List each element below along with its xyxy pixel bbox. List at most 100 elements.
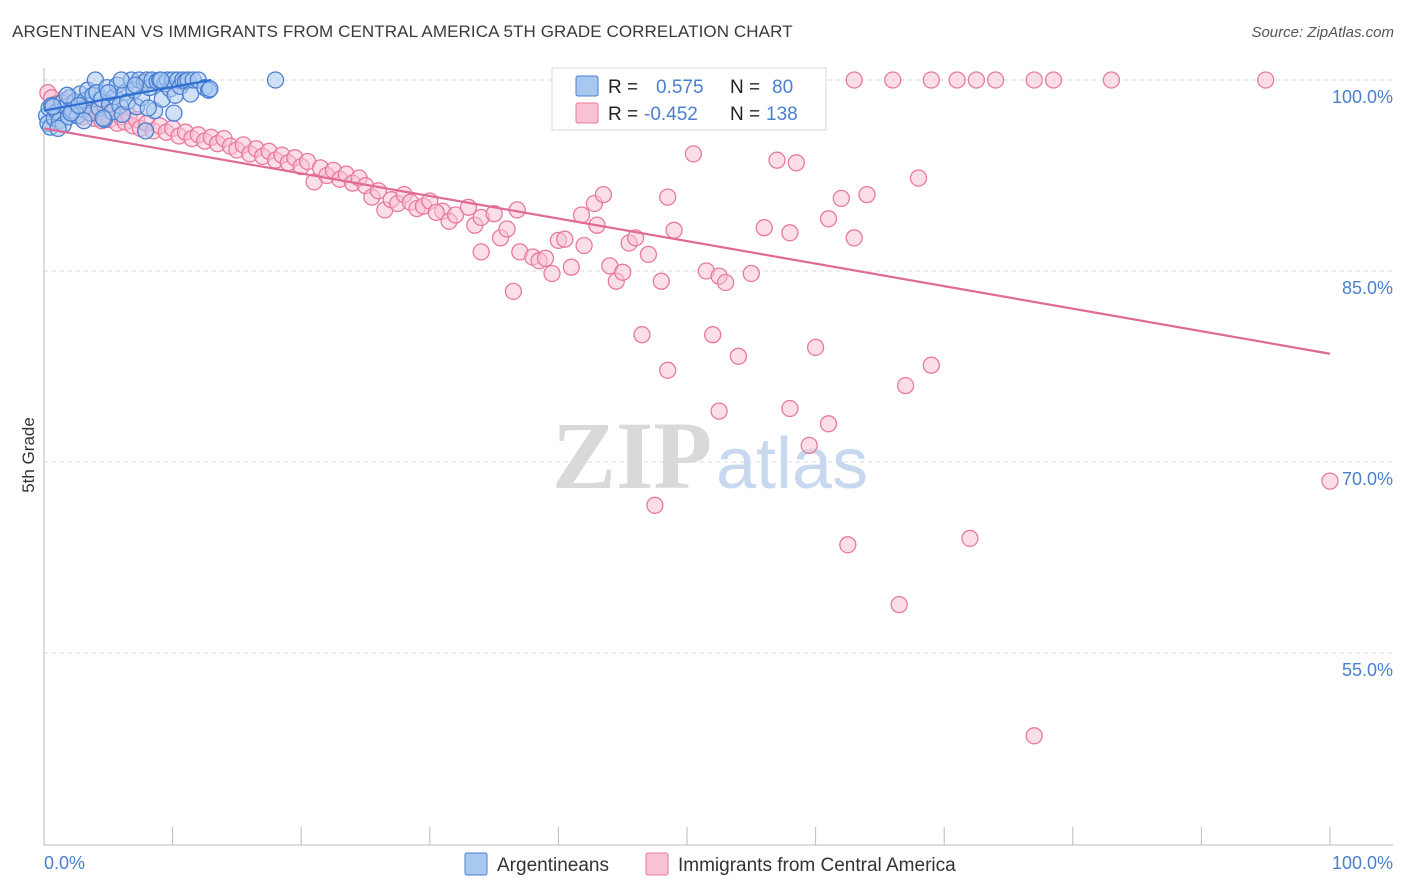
immigrants-point-107 <box>781 224 799 242</box>
immigrants-point-133 <box>884 71 902 89</box>
argentineans-point-72 <box>126 76 144 94</box>
argentineans-point-73 <box>139 99 157 117</box>
gridlines <box>44 79 1393 654</box>
immigrants-point-94 <box>614 263 632 281</box>
immigrants-point-105 <box>768 151 786 169</box>
immigrants-point-97 <box>652 272 670 290</box>
chart-title: ARGENTINEAN VS IMMIGRANTS FROM CENTRAL A… <box>12 22 793 41</box>
immigrants-point-145 <box>556 230 574 248</box>
y-tick-label-3: 55.0% <box>1342 660 1393 680</box>
immigrants-point-96 <box>639 245 658 264</box>
legend-r-value-immigrants: -0.452 <box>644 104 698 125</box>
y-tick-label-0: 100.0% <box>1332 87 1393 107</box>
immigrants-point-103 <box>716 273 735 292</box>
immigrants-point-144 <box>858 185 876 204</box>
immigrants-point-139 <box>1044 71 1063 89</box>
x-tick-label-min: 0.0% <box>44 853 85 873</box>
immigrants-point-110 <box>845 229 863 247</box>
immigrants-point-122 <box>819 415 838 433</box>
immigrants-point-98 <box>659 188 677 206</box>
immigrants-point-121 <box>781 399 799 418</box>
immigrants-point-119 <box>659 361 677 379</box>
y-tick-label-2: 70.0% <box>1342 469 1393 489</box>
immigrants-point-86 <box>562 258 580 276</box>
correlation-legend: R = 0.575 N = 80 R = -0.452 N = 138 <box>551 67 827 131</box>
immigrants-point-95 <box>626 229 645 247</box>
legend-swatch-argentineans <box>575 75 599 97</box>
argentineans-point-77 <box>266 71 285 89</box>
legend-n-value-argentineans: 80 <box>772 77 793 98</box>
argentineans-point-67 <box>44 98 62 116</box>
immigrants-point-118 <box>922 356 940 374</box>
bottom-legend-swatch-immigrants <box>645 852 669 876</box>
legend-swatch-immigrants <box>575 102 599 124</box>
immigrants-point-115 <box>729 347 748 365</box>
immigrants-point-137 <box>986 71 1005 89</box>
legend-n-value-immigrants: 138 <box>766 104 798 125</box>
immigrants-point-132 <box>845 71 863 89</box>
immigrants-point-84 <box>543 264 561 283</box>
immigrants-point-112 <box>504 282 523 301</box>
argentineans-point-68 <box>58 86 76 104</box>
y-tick-label-1: 85.0% <box>1342 278 1393 298</box>
argentineans-point-75 <box>165 104 183 122</box>
argentineans-point-70 <box>99 84 117 102</box>
watermark: ZIP atlas <box>552 402 868 509</box>
immigrants-point-147 <box>909 169 928 187</box>
immigrants-point-125 <box>839 536 857 554</box>
immigrants-point-120 <box>710 402 728 420</box>
immigrants-point-123 <box>800 436 818 455</box>
legend-r-label-argentineans: R = <box>608 77 638 98</box>
immigrants-point-140 <box>1102 71 1121 89</box>
y-axis-title: 5th Grade <box>19 417 38 493</box>
immigrants-point-72 <box>446 206 465 224</box>
legend-r-value-argentineans: 0.575 <box>656 77 704 98</box>
trend-line-immigrants <box>43 127 1331 355</box>
watermark-atlas: atlas <box>716 424 868 504</box>
legend-n-label-argentineans: N = <box>730 77 760 98</box>
immigrants-point-113 <box>633 326 651 344</box>
immigrants-point-142 <box>427 203 445 222</box>
immigrants-point-127 <box>961 529 979 548</box>
immigrants-point-117 <box>896 376 915 395</box>
immigrants-point-135 <box>948 71 966 89</box>
immigrants-point-106 <box>787 154 805 172</box>
immigrants-point-100 <box>684 145 703 163</box>
immigrants-point-129 <box>1321 472 1339 490</box>
immigrants-point-143 <box>742 264 760 283</box>
bottom-legend-label-immigrants: Immigrants from Central America <box>678 855 956 876</box>
source-label: Source: ZipAtlas.com <box>1251 24 1394 41</box>
legend-n-label-immigrants: N = <box>730 104 760 125</box>
watermark-zip: ZIP <box>552 402 712 509</box>
argentineans-point-64 <box>75 112 93 130</box>
bottom-legend-label-argentineans: Argentineans <box>497 855 609 876</box>
axes <box>43 68 1393 846</box>
immigrants-point-88 <box>575 236 593 255</box>
bottom-legend-swatch-argentineans <box>464 852 488 876</box>
immigrants-point-99 <box>665 221 683 239</box>
immigrants-point-126 <box>890 595 908 614</box>
argentineans-point-66 <box>49 119 67 138</box>
y-tick-labels: 100.0% 85.0% 70.0% 55.0% <box>1332 87 1393 680</box>
immigrants-point-90 <box>594 185 613 204</box>
immigrants-point-134 <box>922 71 940 89</box>
argentineans-point-78 <box>136 122 155 140</box>
bottom-legend: Argentineans Immigrants from Central Ame… <box>464 852 956 876</box>
immigrants-point-111 <box>472 243 490 261</box>
immigrants-point-114 <box>704 326 722 344</box>
immigrants-point-128 <box>1025 727 1043 745</box>
legend-r-label-immigrants: R = <box>608 104 638 125</box>
argentineans-point-76 <box>201 80 219 98</box>
immigrants-point-136 <box>967 71 986 89</box>
immigrants-point-141 <box>1257 71 1275 89</box>
immigrants-point-138 <box>1025 71 1043 89</box>
trend-lines <box>43 78 1331 355</box>
immigrants-point-116 <box>806 338 825 357</box>
trend-line-argentineans <box>43 78 212 112</box>
immigrants-point-104 <box>755 219 773 237</box>
argentineans-point-79 <box>94 109 112 127</box>
x-tick-label-max: 100.0% <box>1332 853 1393 873</box>
immigrants-point-76 <box>485 205 503 223</box>
immigrants-point-83 <box>536 249 555 267</box>
